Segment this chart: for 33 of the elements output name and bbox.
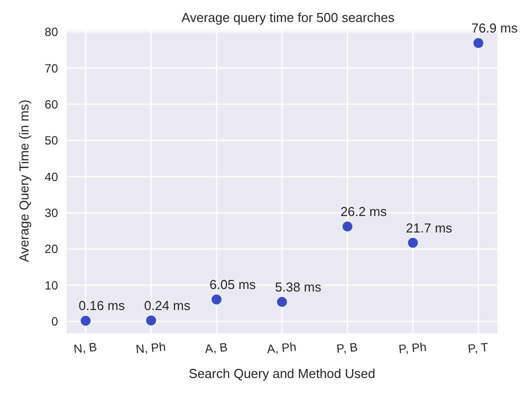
x-tick-label: N, Ph xyxy=(135,340,166,356)
data-label: 0.24 ms xyxy=(144,298,191,313)
x-axis-title: Search Query and Method Used xyxy=(188,366,376,381)
y-tick-label: 70 xyxy=(44,61,58,76)
point xyxy=(473,38,484,48)
x-tick-label: P, T xyxy=(467,340,490,356)
y-tick-label: 40 xyxy=(44,170,58,184)
data-label: 6.05 ms xyxy=(210,276,256,292)
point xyxy=(342,222,352,232)
data-label: 21.7 ms xyxy=(406,220,453,236)
y-tick-label: 10 xyxy=(44,278,58,292)
data-label: 0.16 ms xyxy=(78,298,126,314)
x-tick-label: P, Ph xyxy=(398,340,428,356)
y-tick-label: 60 xyxy=(44,97,58,112)
data-label: 76.9 ms xyxy=(471,20,518,36)
chart-title: Average query time for 500 searches xyxy=(182,10,394,25)
y-tick-label: 50 xyxy=(44,134,58,148)
data-label: 26.2 ms xyxy=(340,204,388,219)
point xyxy=(80,316,91,326)
y-axis-title: Average Query Time (in ms) xyxy=(16,100,32,262)
x-tick-label: A, Ph xyxy=(266,340,297,356)
point xyxy=(277,296,287,307)
x-tick-label: P, B xyxy=(336,340,358,356)
point xyxy=(146,315,156,326)
y-tick-label: 80 xyxy=(44,25,58,40)
data-label: 5.38 ms xyxy=(275,279,322,294)
x-tick-label: A, B xyxy=(204,340,228,356)
y-tick-label: 30 xyxy=(44,206,58,220)
y-tick-label: 0 xyxy=(51,314,58,329)
y-tick-label: 20 xyxy=(44,242,58,256)
x-tick-label: N, B xyxy=(73,340,98,356)
point xyxy=(408,238,418,248)
point xyxy=(212,294,222,304)
